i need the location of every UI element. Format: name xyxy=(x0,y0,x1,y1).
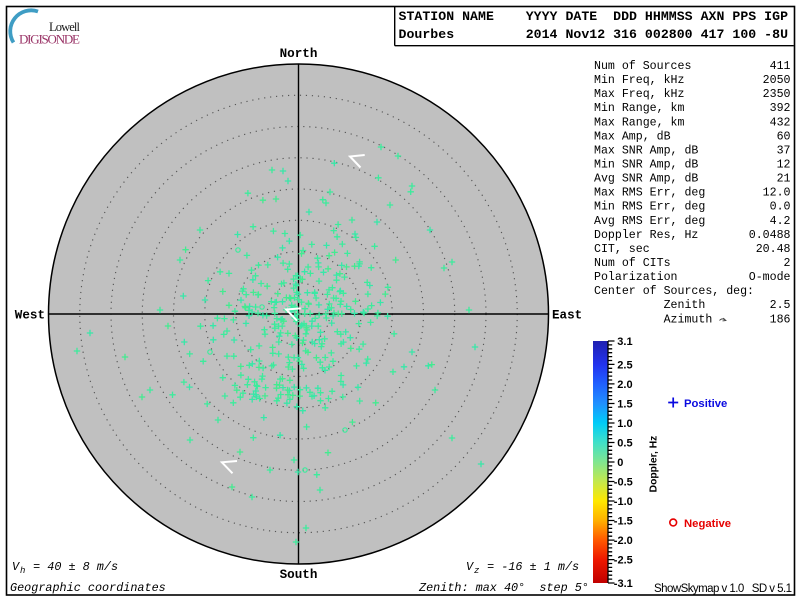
svg-text:Min Range, km: Min Range, km xyxy=(594,102,684,115)
svg-text:= -16 ± 1 m/s: = -16 ± 1 m/s xyxy=(480,560,579,574)
svg-text:= 40 ± 8 m/s: = 40 ± 8 m/s xyxy=(26,560,118,574)
svg-text:Min Freq, kHz: Min Freq, kHz xyxy=(594,74,684,87)
svg-text:Min RMS Err, deg: Min RMS Err, deg xyxy=(594,201,705,214)
svg-text:Geographic coordinates: Geographic coordinates xyxy=(10,581,166,595)
svg-text:DIGISONDE: DIGISONDE xyxy=(19,32,80,47)
svg-text:Avg SNR Amp, dB: Avg SNR Amp, dB xyxy=(594,173,698,186)
svg-text:2350: 2350 xyxy=(763,88,791,101)
svg-text:0.0: 0.0 xyxy=(770,201,791,214)
svg-text:East: East xyxy=(552,309,582,323)
svg-text:ShowSkymap v 1.0 SD v 5.1: ShowSkymap v 1.0 SD v 5.1 xyxy=(654,583,792,595)
svg-text:12.0: 12.0 xyxy=(763,187,791,200)
svg-text:V: V xyxy=(466,560,474,574)
svg-text:Max SNR Amp, dB: Max SNR Amp, dB xyxy=(594,144,698,157)
svg-text:12: 12 xyxy=(777,159,791,172)
svg-text:432: 432 xyxy=(770,116,791,129)
svg-text:0.5: 0.5 xyxy=(617,438,632,450)
svg-text:20.48: 20.48 xyxy=(756,243,791,256)
svg-text:2.0: 2.0 xyxy=(617,379,632,391)
svg-text:Max Amp, dB: Max Amp, dB xyxy=(594,130,671,143)
svg-text:2.5: 2.5 xyxy=(617,359,632,371)
svg-text:Negative: Negative xyxy=(684,518,731,530)
svg-text:1.5: 1.5 xyxy=(617,399,632,411)
svg-text:Zenith: Zenith xyxy=(594,299,705,312)
svg-text:21: 21 xyxy=(777,173,791,186)
svg-text:60: 60 xyxy=(777,130,791,143)
svg-text:186: 186 xyxy=(770,313,791,326)
svg-text:411: 411 xyxy=(770,60,791,73)
svg-text:4.2: 4.2 xyxy=(770,215,791,228)
svg-text:Avg RMS Err, deg: Avg RMS Err, deg xyxy=(594,215,705,228)
svg-text:Lowell: Lowell xyxy=(49,20,81,34)
svg-text:0: 0 xyxy=(617,457,623,469)
svg-text:z: z xyxy=(474,566,479,576)
svg-text:-3.1: -3.1 xyxy=(614,578,633,590)
svg-text:2: 2 xyxy=(784,257,791,270)
svg-text:392: 392 xyxy=(770,102,791,115)
svg-text:-1.0: -1.0 xyxy=(614,496,633,508)
svg-text:West: West xyxy=(15,309,45,323)
svg-text:2.5: 2.5 xyxy=(770,299,791,312)
svg-text:Max RMS Err, deg: Max RMS Err, deg xyxy=(594,187,705,200)
svg-text:Num of CITs: Num of CITs xyxy=(594,257,671,270)
svg-text:2050: 2050 xyxy=(763,74,791,87)
svg-text:Polarization: Polarization xyxy=(594,271,678,284)
svg-text:O-mode: O-mode xyxy=(749,271,791,284)
svg-text:CIT, sec: CIT, sec xyxy=(594,243,650,256)
svg-text:Doppler, Hz: Doppler, Hz xyxy=(649,436,660,493)
svg-text:V: V xyxy=(12,560,20,574)
svg-text:Num of Sources: Num of Sources xyxy=(594,60,691,73)
svg-text:North: North xyxy=(280,47,318,61)
svg-text:-1.5: -1.5 xyxy=(614,516,633,528)
svg-text:h: h xyxy=(20,566,25,576)
svg-text:STATION NAME YYYY DATE DDD: STATION NAME YYYY DATE DDD HHMMSS AXN PP… xyxy=(399,9,789,24)
svg-text:Azimuth: Azimuth xyxy=(594,313,712,326)
svg-text:-2.5: -2.5 xyxy=(614,555,633,567)
svg-text:South: South xyxy=(280,568,318,582)
svg-text:Dourbes 2014 Nov12 316: Dourbes 2014 Nov12 316 002800 417 100 -8… xyxy=(399,27,789,42)
svg-text:1.0: 1.0 xyxy=(617,418,632,430)
svg-text:-2.0: -2.0 xyxy=(614,535,633,547)
svg-text:Min SNR Amp, dB: Min SNR Amp, dB xyxy=(594,159,698,172)
svg-text:Max Range, km: Max Range, km xyxy=(594,116,684,129)
svg-text:37: 37 xyxy=(777,144,791,157)
svg-text:Zenith: max 40° step 5°: Zenith: max 40° step 5° xyxy=(418,581,589,595)
svg-text:Positive: Positive xyxy=(684,398,727,410)
svg-text:Doppler Res, Hz: Doppler Res, Hz xyxy=(594,229,698,242)
svg-text:3.1: 3.1 xyxy=(617,336,632,348)
svg-text:0.0488: 0.0488 xyxy=(749,229,791,242)
svg-text:Max Freq, kHz: Max Freq, kHz xyxy=(594,88,684,101)
svg-text:Center of Sources, deg:: Center of Sources, deg: xyxy=(594,285,754,298)
svg-text:-0.5: -0.5 xyxy=(614,477,633,489)
